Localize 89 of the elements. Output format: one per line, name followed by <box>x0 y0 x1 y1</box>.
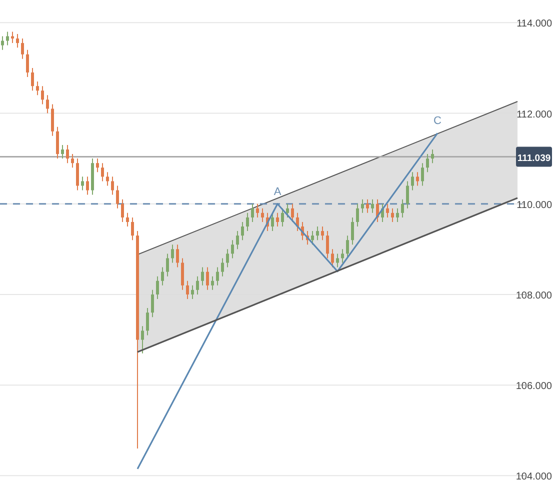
candlestick <box>431 149 434 164</box>
candlestick <box>106 172 109 186</box>
candlestick <box>11 31 14 44</box>
candlestick <box>321 226 324 241</box>
candlestick <box>406 180 409 209</box>
candlestick <box>131 216 134 241</box>
candlestick <box>361 198 364 214</box>
candlestick <box>261 208 264 222</box>
candlestick <box>246 212 249 232</box>
candlestick <box>336 253 339 268</box>
candlestick <box>76 158 79 191</box>
candlestick <box>411 172 414 191</box>
candlestick <box>141 326 144 354</box>
candlestick <box>251 203 254 222</box>
candlestick <box>356 203 359 228</box>
candlestick <box>256 203 259 218</box>
candlestick <box>226 248 229 268</box>
candlestick <box>391 208 394 222</box>
line-series <box>136 132 438 470</box>
candlestick <box>426 154 429 173</box>
y-tick-label: 112.000 <box>516 109 552 120</box>
candlestick <box>116 185 119 209</box>
candlestick <box>171 244 174 264</box>
candlestick <box>176 244 179 268</box>
y-tick-label: 108.000 <box>516 290 552 302</box>
candlestick <box>151 289 154 318</box>
candlestick <box>316 226 319 241</box>
candlestick <box>421 162 424 186</box>
candlestick <box>81 176 84 191</box>
annotation: C <box>434 115 442 128</box>
candlestick <box>41 86 44 105</box>
candlestick <box>21 38 24 60</box>
candlestick <box>386 203 389 218</box>
candlestick <box>201 266 204 286</box>
candlestick <box>86 176 89 196</box>
candlestick <box>311 230 314 246</box>
candlestick <box>196 276 199 295</box>
candlestick <box>236 230 239 250</box>
candlestick <box>286 203 289 218</box>
y-tick-label: 106.000 <box>516 381 552 392</box>
y-tick-label: 114.000 <box>516 18 552 30</box>
candlestick <box>326 230 329 259</box>
annotation: A <box>274 186 282 198</box>
candlestick <box>6 31 9 46</box>
candlestick <box>146 308 149 336</box>
candlestick <box>351 216 354 246</box>
candlestick <box>121 198 124 222</box>
y-tick-label: 110.000 <box>516 200 552 211</box>
candlestick <box>231 240 234 259</box>
candlestick <box>31 67 34 92</box>
candlestick <box>281 208 284 228</box>
candlestick <box>291 203 294 222</box>
candlestick <box>371 198 374 214</box>
candlestick <box>156 276 159 300</box>
candlestick <box>51 104 54 136</box>
candlestick <box>186 280 189 300</box>
candlestick <box>191 284 194 300</box>
candlestick <box>221 258 224 277</box>
candlestick <box>96 158 99 173</box>
candlestick <box>346 235 349 259</box>
ref-line-label: 111.039 <box>517 152 551 164</box>
candlestick <box>71 154 74 168</box>
candlestick <box>276 212 279 228</box>
candlestick <box>396 208 399 222</box>
candlestick <box>1 36 4 50</box>
candlestick <box>111 176 114 196</box>
candlestick <box>216 266 219 286</box>
candlestick <box>66 144 69 164</box>
candlestick <box>416 172 419 186</box>
candlestick <box>241 221 244 241</box>
candlestick <box>331 248 334 268</box>
candlestick <box>46 94 49 114</box>
candlestick <box>101 162 104 182</box>
candlestick <box>341 248 344 264</box>
candlestick <box>206 266 209 290</box>
candlestick <box>16 33 19 48</box>
candlestick <box>161 266 164 286</box>
candlestick <box>401 198 404 218</box>
candlestick <box>271 212 274 232</box>
candlestick <box>366 198 369 214</box>
candlestick <box>61 144 64 160</box>
candlestick <box>181 258 184 290</box>
candlestick <box>211 276 214 290</box>
candlestick <box>166 253 169 277</box>
y-tick-label: 104.000 <box>516 472 552 483</box>
candlestick <box>126 212 129 228</box>
candlestick <box>26 49 29 78</box>
candlestick <box>56 126 59 160</box>
candlestick <box>36 81 39 96</box>
